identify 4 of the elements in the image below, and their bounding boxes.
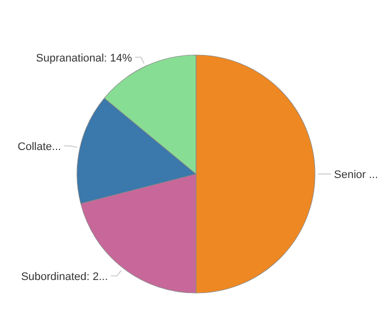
slice-label: Supranational: 14% xyxy=(36,52,132,64)
slice-label: Collate... xyxy=(18,140,62,153)
slice-label: Senior ... xyxy=(334,169,378,181)
slice-label: Subordinated: 2... xyxy=(21,270,108,283)
